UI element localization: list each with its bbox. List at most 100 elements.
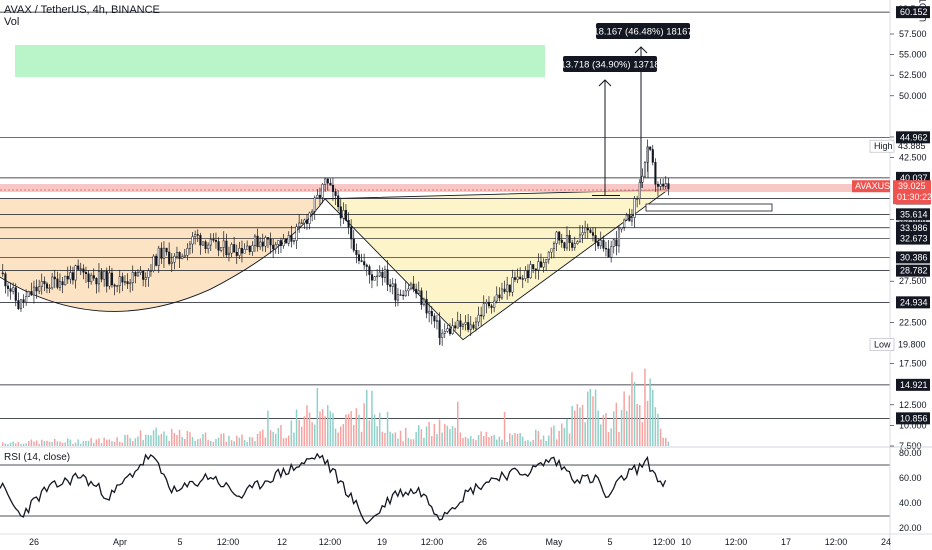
measure-arrowhead-1 [598, 79, 612, 87]
candle [521, 274, 524, 289]
volume-bar [412, 439, 415, 446]
volume-bar [470, 436, 472, 446]
volume-bar [618, 432, 620, 446]
candle-body [485, 301, 488, 305]
candle [144, 272, 147, 288]
candle-body [40, 280, 43, 287]
candle-body [539, 261, 543, 268]
candle-body [339, 206, 342, 219]
volume-bar [30, 439, 33, 446]
volume-bar [220, 433, 222, 446]
volume-bar [324, 416, 326, 446]
candle-body [97, 271, 101, 285]
candle [578, 225, 582, 243]
current-price-tag[interactable] [893, 180, 931, 205]
volume-bar [641, 422, 644, 446]
volume-bar [308, 412, 311, 446]
candle [519, 267, 522, 280]
volume-bar [644, 368, 646, 446]
volume-bar [191, 437, 194, 446]
candle [225, 233, 228, 258]
candle [238, 241, 241, 260]
volume-bar [215, 438, 217, 446]
candle [422, 297, 426, 307]
candle-body [508, 284, 511, 293]
candle-body [48, 287, 51, 289]
volume-bar [184, 438, 186, 446]
volume-bar [659, 428, 662, 446]
volume-bar [363, 403, 365, 446]
candle-body [261, 241, 264, 247]
volume-bar [405, 427, 407, 446]
volume-bar [490, 435, 493, 446]
candle-body [350, 226, 353, 240]
candle-body [25, 296, 28, 303]
candle [152, 254, 155, 273]
candle [295, 223, 298, 249]
volume-bar [631, 372, 633, 446]
volume-bar [360, 431, 363, 446]
candle-body [552, 243, 556, 250]
candle [318, 187, 322, 206]
candle-body [201, 241, 205, 246]
candle [412, 276, 415, 293]
candle-body [113, 284, 116, 287]
candle [287, 231, 290, 247]
volume-bar [298, 420, 300, 446]
candle [79, 262, 82, 276]
candle-body [142, 270, 145, 280]
candle [373, 276, 376, 281]
candle-body [513, 277, 517, 280]
candle [493, 296, 496, 313]
candle-body [441, 333, 444, 338]
volume-bar [15, 443, 17, 446]
symbol-title[interactable]: AVAX / TetherUS, 4h, BINANCE [4, 4, 160, 16]
candle-body [123, 281, 127, 283]
candle-body [227, 252, 231, 256]
volume-bar [587, 391, 589, 446]
volume-bar [100, 443, 103, 446]
volume-bar [20, 444, 22, 446]
candle [363, 253, 366, 270]
volume-bar [38, 443, 40, 446]
volume-bar [103, 437, 105, 446]
candle-body [19, 299, 23, 309]
candle-body [43, 280, 46, 285]
candle [61, 277, 64, 294]
volume-bar [626, 410, 628, 446]
high-marker: High 43.885 [869, 139, 926, 153]
candle-body [165, 247, 168, 253]
marker-value-label: 19.800 [898, 340, 926, 350]
candle [630, 209, 634, 226]
candle [308, 211, 311, 230]
candle [659, 178, 662, 191]
volume-bar [59, 441, 61, 446]
candle-body [243, 249, 246, 254]
candle [461, 322, 465, 330]
candle [253, 234, 257, 253]
candle [282, 233, 285, 249]
candle [285, 238, 288, 244]
volume-bar [212, 442, 215, 446]
candle [446, 324, 449, 333]
candle [116, 284, 119, 293]
volume-bar [17, 441, 20, 446]
candle [430, 306, 433, 325]
volume-bar [163, 431, 165, 446]
candle-body [516, 276, 519, 280]
candle [378, 265, 381, 278]
bar-countdown: 01:30:22 [897, 192, 932, 202]
candle [394, 278, 397, 307]
candle-body [417, 290, 420, 294]
volume-bar [303, 416, 306, 446]
candle-body [110, 272, 114, 286]
candle [66, 266, 69, 284]
time-tick-label: 26 [477, 537, 487, 547]
rsi-pane [0, 452, 890, 525]
time-axis[interactable]: 26 Apr 5 12:00 12 12:00 19 12:00 26 May 5 12:00 10 12… [0, 533, 932, 547]
candle [134, 270, 137, 284]
candle-body [204, 241, 207, 249]
marker-kind-box [869, 139, 895, 153]
